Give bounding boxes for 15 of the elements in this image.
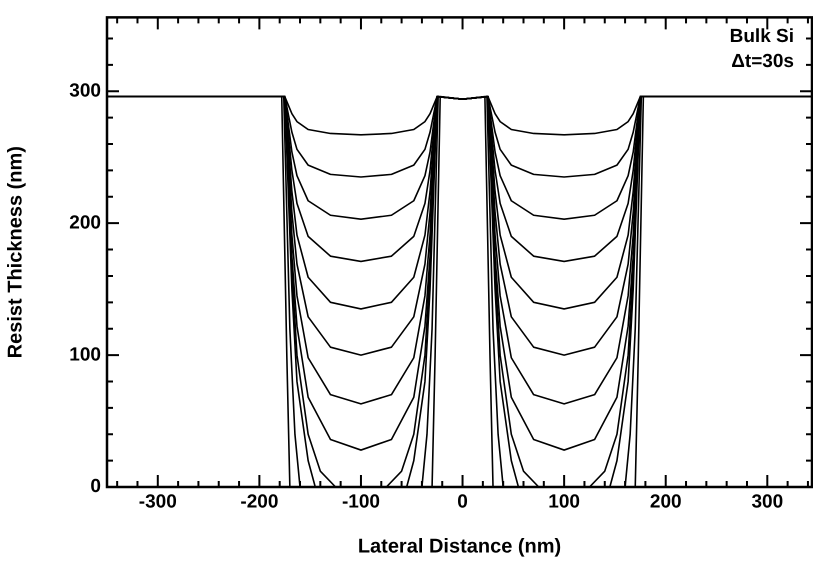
x-tick-label: 200 bbox=[650, 492, 682, 513]
annotation: Bulk Si bbox=[730, 26, 794, 48]
x-axis-title: Lateral Distance (nm) bbox=[358, 536, 562, 558]
x-tick-label: -300 bbox=[138, 492, 177, 513]
x-tick-label: 0 bbox=[457, 492, 468, 513]
x-tick-label: 100 bbox=[548, 492, 580, 513]
y-tick-label: 200 bbox=[69, 212, 101, 234]
y-tick-label: 100 bbox=[69, 344, 101, 366]
x-tick-label: 300 bbox=[751, 492, 784, 513]
y-axis-title: Resist Thickness (nm) bbox=[4, 146, 27, 358]
annotation: Δt=30s bbox=[731, 51, 794, 72]
x-tick-label: -200 bbox=[240, 492, 278, 513]
x-tick-label: -100 bbox=[342, 492, 380, 513]
y-tick-label: 300 bbox=[69, 80, 101, 102]
y-tick-label: 0 bbox=[90, 476, 101, 498]
